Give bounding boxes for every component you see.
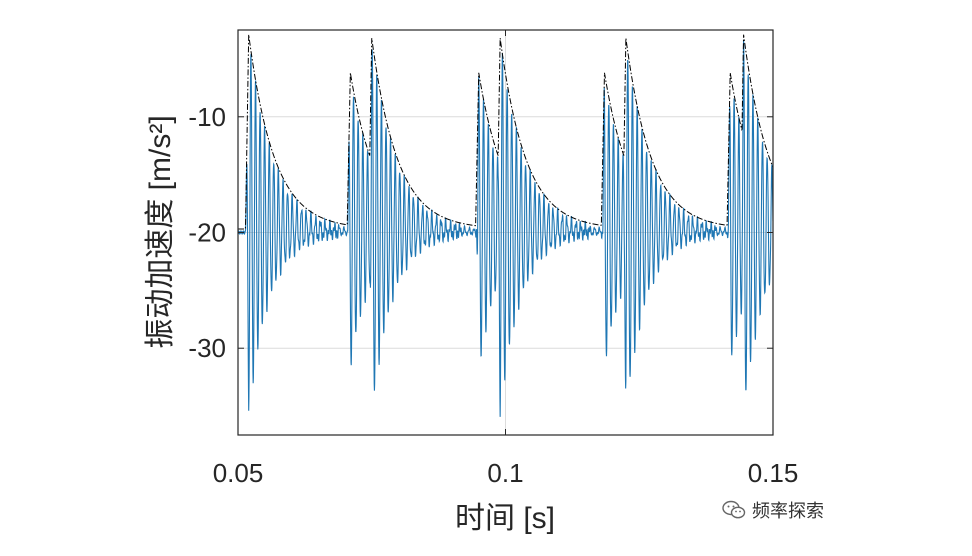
- series-layer: [238, 34, 773, 417]
- watermark-text: 频率探索: [752, 501, 824, 522]
- x-tick-label: 0.1: [487, 458, 523, 488]
- y-axis-label: 振动加速度 [m/s²]: [144, 115, 177, 348]
- wechat-icon: [722, 500, 746, 519]
- x-tick-label: 0.05: [213, 458, 264, 488]
- x-axis-label: 时间 [s]: [455, 502, 555, 535]
- tick-label-layer: 0.05 0.1 0.15 -10 -20 -30: [188, 102, 798, 488]
- y-tick-label: -30: [188, 333, 226, 363]
- tick-layer: [237, 30, 774, 435]
- x-tick-label: 0.15: [748, 458, 799, 488]
- y-tick-label: -20: [188, 218, 226, 248]
- y-tick-label: -10: [188, 102, 226, 132]
- series-vibration-signal: [238, 39, 773, 417]
- watermark: 频率探索: [722, 497, 824, 523]
